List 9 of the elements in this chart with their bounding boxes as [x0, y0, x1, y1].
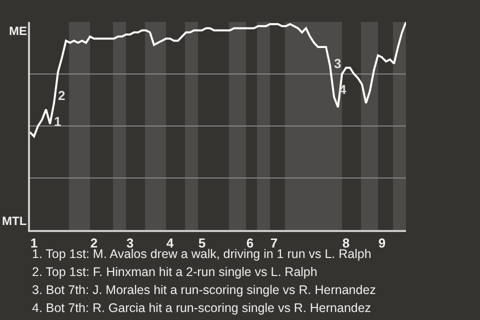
annotation: 1 — [54, 114, 62, 129]
text: 4. Bot 7th: R. Garcia hit a run-scoring single vs R. Hernandez — [32, 301, 372, 315]
text: MTL — [2, 214, 27, 228]
text: 3. Bot 7th: J. Morales hit a run-scoring single vs R. Hernandez — [32, 283, 376, 297]
x-tick-label: 9 — [378, 236, 386, 251]
text: 2. Top 1st: F. Hinxman hit a 2-run single vs L. Ralph — [32, 265, 318, 279]
text: ME — [9, 24, 27, 38]
annotation: 3 — [334, 56, 342, 71]
annotation: 2 — [58, 88, 66, 103]
